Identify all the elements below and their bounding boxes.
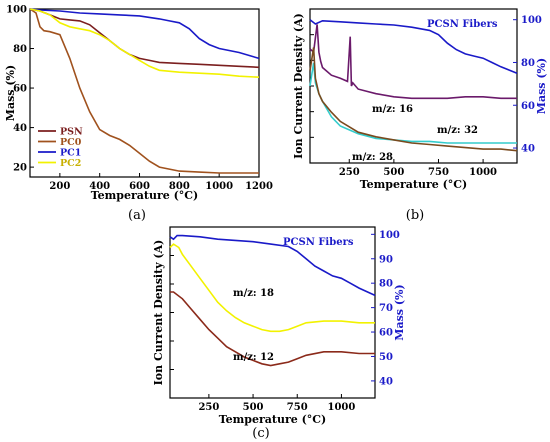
series-line-m-z-28 <box>309 47 518 152</box>
y2-tick-label-b: 40 <box>521 144 535 155</box>
legend-label: PC2 <box>60 158 81 169</box>
x-tick-label-a: 1000 <box>205 181 233 192</box>
x-axis-label-a: Temperature (°C) <box>91 189 199 202</box>
x-tick-label-a: 200 <box>49 181 70 192</box>
panel-label-c: (c) <box>252 426 269 441</box>
series-line-m-z-18 <box>169 243 375 333</box>
y-tick-label-a: 40 <box>13 123 27 134</box>
x-tick-label-a: 800 <box>169 181 190 192</box>
x-tick-label-b: 1000 <box>469 167 497 178</box>
y2-tick-label-b: 80 <box>521 58 535 69</box>
series-label: PCSN Fibers <box>283 237 354 248</box>
chart-b: 250 500 750 1000 40 60 80 100 Temperature (°C) Io… <box>292 8 548 191</box>
chart-a: 200 400 600 800 1000 1200 20 40 60 80 100 Temperatu… <box>4 5 273 203</box>
y2-tick-label-c: 50 <box>379 352 393 363</box>
y-tick-label-a: 60 <box>13 84 27 95</box>
x-tick-label-b: 750 <box>428 167 449 178</box>
series-line-psn <box>29 8 260 69</box>
panel-label-a: (a) <box>128 208 146 223</box>
x-tick-label-a: 600 <box>129 181 150 192</box>
y2-tick-label-c: 90 <box>379 254 393 265</box>
plot-frame-a <box>29 8 260 178</box>
y2-tick-label-b: 100 <box>521 15 542 26</box>
panel-label-b: (b) <box>406 208 424 223</box>
legend-label: PC0 <box>60 137 82 148</box>
y2-tick-label-c: 40 <box>379 376 393 387</box>
y-tick-label-a: 100 <box>6 5 27 16</box>
x-tick-label-c: 750 <box>287 402 308 413</box>
series-label: m/z: 32 <box>437 125 478 136</box>
series-line-pcsn-fibers <box>169 234 376 297</box>
x-axis-label-b: Temperature (°C) <box>360 178 468 191</box>
y2-tick-label-b: 60 <box>521 101 535 112</box>
series-label: PCSN Fibers <box>427 19 498 30</box>
x-tick-label-c: 250 <box>198 402 219 413</box>
x-tick-label-a: 400 <box>89 181 110 192</box>
y2-tick-label-c: 60 <box>379 328 393 339</box>
y-axis-label-a: Mass (%) <box>4 65 17 121</box>
y2-tick-label-c: 100 <box>379 230 400 241</box>
series-label: m/z: 28 <box>352 152 393 163</box>
x-tick-label-c: 1000 <box>328 402 356 413</box>
x-tick-label-b: 500 <box>383 167 404 178</box>
x-tick-label-b: 250 <box>339 167 360 178</box>
y2-tick-label-c: 70 <box>379 303 393 314</box>
series-label: m/z: 16 <box>372 104 413 115</box>
y-tick-label-a: 80 <box>13 44 27 55</box>
series-line-pc2 <box>29 8 260 78</box>
series-line-pc0 <box>29 8 259 174</box>
plot-frame-c <box>169 226 376 399</box>
series-label: m/z: 12 <box>233 352 274 363</box>
series-line-m-z-12 <box>170 291 375 367</box>
series-label: m/z: 18 <box>233 288 274 299</box>
legend-label: PC1 <box>60 148 81 159</box>
y-axis-label-c: Ion Current Density (A) <box>152 240 165 386</box>
y2-axis-label-b: Mass (%) <box>535 58 548 114</box>
y-axis-label-b: Ion Current Density (A) <box>292 13 305 159</box>
plot-frame-b <box>309 8 518 164</box>
x-axis-label-c: Temperature (°C) <box>219 413 327 426</box>
x-tick-label-a: 1200 <box>245 181 273 192</box>
series-line-m-z-16 <box>309 24 517 100</box>
legend-label: PSN <box>60 127 83 138</box>
x-tick-label-c: 500 <box>243 402 264 413</box>
y2-axis-label-c: Mass (%) <box>393 284 406 340</box>
series-line-m-z-32 <box>309 62 517 144</box>
chart-c: 250 500 750 1000 40 50 60 70 80 90 100 Temperature … <box>152 226 406 426</box>
series-line-pc1 <box>29 8 260 60</box>
y2-tick-label-c: 80 <box>379 279 393 290</box>
series-line-pcsn-fibers <box>309 19 518 74</box>
y-tick-label-a: 20 <box>13 163 27 174</box>
